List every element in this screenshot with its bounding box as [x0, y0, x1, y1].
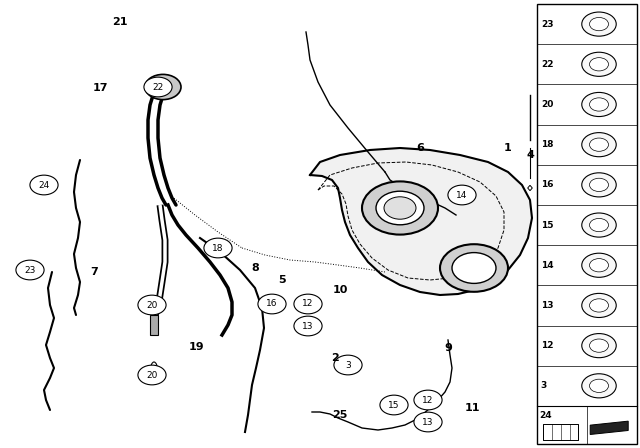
- Circle shape: [16, 260, 44, 280]
- Circle shape: [582, 173, 616, 197]
- Text: 15: 15: [541, 220, 554, 229]
- Circle shape: [589, 17, 609, 31]
- Circle shape: [145, 74, 181, 99]
- Circle shape: [414, 412, 442, 432]
- Text: 18: 18: [212, 244, 224, 253]
- Circle shape: [582, 253, 616, 277]
- Circle shape: [30, 175, 58, 195]
- Text: 20: 20: [541, 100, 553, 109]
- Text: 6: 6: [416, 143, 424, 153]
- Circle shape: [589, 258, 609, 272]
- Text: 20: 20: [147, 301, 157, 310]
- Circle shape: [582, 92, 616, 116]
- Text: 19: 19: [188, 342, 204, 352]
- Text: 23: 23: [541, 20, 554, 29]
- Circle shape: [380, 395, 408, 415]
- Text: 13: 13: [302, 322, 314, 331]
- Text: 16: 16: [541, 181, 554, 190]
- Text: 22: 22: [152, 82, 164, 91]
- Polygon shape: [310, 148, 532, 295]
- Circle shape: [589, 219, 609, 232]
- Text: 23: 23: [24, 266, 36, 275]
- Circle shape: [294, 316, 322, 336]
- Bar: [537, 4, 637, 444]
- Text: 16: 16: [266, 300, 278, 309]
- Circle shape: [589, 58, 609, 71]
- Circle shape: [440, 244, 508, 292]
- Bar: [543, 424, 579, 439]
- Text: 3: 3: [541, 381, 547, 390]
- Text: 15: 15: [388, 401, 400, 409]
- Polygon shape: [528, 185, 532, 191]
- Circle shape: [204, 238, 232, 258]
- Circle shape: [582, 133, 616, 157]
- Text: 12: 12: [422, 396, 434, 405]
- Circle shape: [384, 197, 416, 219]
- Circle shape: [294, 294, 322, 314]
- Text: 21: 21: [112, 17, 128, 27]
- Circle shape: [589, 98, 609, 111]
- Text: 14: 14: [456, 190, 468, 199]
- Text: 12: 12: [302, 300, 314, 309]
- Circle shape: [582, 334, 616, 358]
- Circle shape: [448, 185, 476, 205]
- Polygon shape: [590, 421, 628, 435]
- Text: 12: 12: [541, 341, 554, 350]
- Text: 20: 20: [147, 370, 157, 379]
- Circle shape: [258, 294, 286, 314]
- Text: 11: 11: [464, 403, 480, 413]
- Circle shape: [589, 379, 609, 392]
- Circle shape: [138, 295, 166, 315]
- Circle shape: [144, 77, 172, 97]
- Text: 3: 3: [345, 361, 351, 370]
- Circle shape: [582, 52, 616, 76]
- Text: 17: 17: [92, 83, 108, 93]
- Text: 1: 1: [504, 143, 512, 153]
- Circle shape: [582, 213, 616, 237]
- Circle shape: [452, 253, 496, 284]
- Text: 24: 24: [540, 411, 552, 420]
- Circle shape: [582, 374, 616, 398]
- Text: 8: 8: [251, 263, 259, 273]
- Text: 9: 9: [444, 343, 452, 353]
- Text: 4: 4: [526, 150, 534, 160]
- Text: 24: 24: [38, 181, 50, 190]
- Circle shape: [414, 390, 442, 410]
- Text: 7: 7: [90, 267, 98, 277]
- Text: 14: 14: [541, 261, 554, 270]
- Text: 10: 10: [332, 285, 348, 295]
- Text: 2: 2: [331, 353, 339, 363]
- Text: 5: 5: [278, 275, 286, 285]
- Circle shape: [334, 355, 362, 375]
- Circle shape: [589, 178, 609, 191]
- Circle shape: [589, 138, 609, 151]
- Circle shape: [582, 293, 616, 318]
- Bar: [150, 315, 158, 335]
- Text: 22: 22: [541, 60, 554, 69]
- Circle shape: [582, 12, 616, 36]
- Circle shape: [362, 181, 438, 235]
- Circle shape: [589, 339, 609, 352]
- Text: 13: 13: [422, 418, 434, 426]
- Ellipse shape: [150, 362, 157, 378]
- Text: 18: 18: [541, 140, 554, 149]
- Circle shape: [138, 365, 166, 385]
- Circle shape: [589, 299, 609, 312]
- Text: 25: 25: [332, 410, 348, 420]
- Text: 13: 13: [541, 301, 554, 310]
- Circle shape: [376, 191, 424, 225]
